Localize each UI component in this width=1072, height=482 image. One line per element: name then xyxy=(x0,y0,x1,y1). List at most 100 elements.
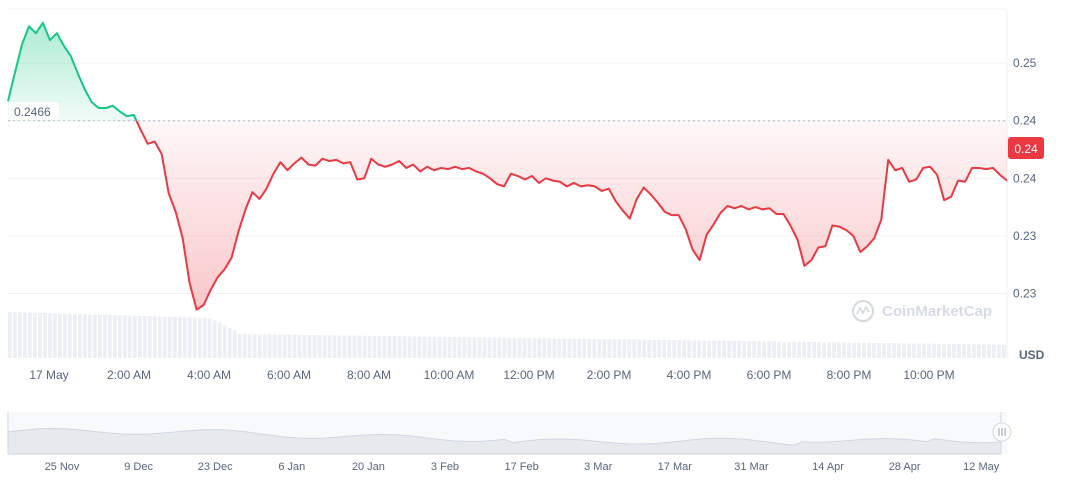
volume-bar xyxy=(532,338,537,358)
price-areas xyxy=(8,22,1007,310)
current-price-badge: 0.24 xyxy=(1008,137,1044,159)
navigator-tick-label: 17 Mar xyxy=(658,461,693,473)
volume-bar xyxy=(187,317,192,358)
volume-bar xyxy=(112,315,117,358)
volume-bar xyxy=(197,317,202,358)
volume-bar xyxy=(937,343,941,358)
volume-bar xyxy=(102,314,107,358)
volume-bar xyxy=(702,340,707,358)
navigator-x-axis: 25 Nov 9 Dec 23 Dec 6 Jan 20 Jan 3 Feb 17 Feb 3… xyxy=(45,461,1000,473)
volume-bar xyxy=(882,343,886,358)
volume-bar xyxy=(412,336,417,358)
volume-bar xyxy=(617,339,622,358)
volume-bar xyxy=(512,337,517,358)
volume-bar xyxy=(107,315,112,358)
volume-bar xyxy=(567,338,572,358)
volume-bar xyxy=(737,341,742,358)
volume-bar xyxy=(132,315,137,358)
reference-badge: 0.2466 xyxy=(9,102,59,120)
volume-bar xyxy=(57,313,62,358)
volume-bar xyxy=(772,341,777,358)
volume-bar xyxy=(837,342,841,358)
coinmarketcap-logo-icon xyxy=(851,299,875,323)
volume-bar xyxy=(477,337,482,358)
volume-bar xyxy=(777,341,782,358)
volume-bar xyxy=(637,339,642,358)
volume-bar xyxy=(292,334,297,358)
navigator-tick-label: 25 Nov xyxy=(45,461,80,473)
reference-value-label: 0.2466 xyxy=(14,105,51,119)
volume-bar xyxy=(497,337,502,358)
volume-bar xyxy=(242,334,247,358)
navigator-handle[interactable] xyxy=(992,422,1012,442)
price-line-down xyxy=(135,120,1008,311)
volume-bar xyxy=(902,343,906,358)
volume-bar xyxy=(757,341,762,358)
volume-bar xyxy=(562,338,567,358)
volume-bar xyxy=(622,339,627,358)
volume-bar xyxy=(712,340,717,358)
volume-bar xyxy=(162,316,167,358)
volume-bar xyxy=(507,337,512,358)
volume-bar xyxy=(447,336,452,358)
volume-bar xyxy=(667,340,672,358)
volume-bar xyxy=(632,339,637,358)
volume-bar xyxy=(297,334,302,358)
volume-bar xyxy=(967,344,971,358)
volume-bar xyxy=(892,343,896,358)
volume-bar xyxy=(862,342,866,358)
volume-bar xyxy=(822,342,826,358)
volume-bar xyxy=(452,337,457,358)
navigator-area xyxy=(7,427,1002,455)
volume-bar xyxy=(77,314,82,358)
volume-bar xyxy=(527,338,532,358)
volume-bar xyxy=(72,313,77,358)
x-tick-label: 6:00 AM xyxy=(267,368,311,382)
volume-bar xyxy=(812,342,816,358)
x-tick-label: 8:00 PM xyxy=(827,368,872,382)
volume-bar xyxy=(37,312,42,358)
volume-bar xyxy=(572,338,577,358)
navigator[interactable] xyxy=(7,412,1012,455)
navigator-tick-label: 14 Apr xyxy=(812,461,844,473)
volume-bar xyxy=(642,339,647,358)
volume-bar xyxy=(992,344,996,358)
volume-bar xyxy=(502,337,507,358)
volume-bar xyxy=(122,315,127,358)
volume-bar xyxy=(367,335,372,358)
volume-bar xyxy=(827,342,831,358)
volume-bar xyxy=(997,344,1001,358)
y-tick-label: 0.25 xyxy=(1013,56,1037,70)
volume-bar xyxy=(252,334,257,358)
volume-bar xyxy=(672,340,677,358)
volume-bar xyxy=(732,340,737,358)
navigator-tick-label: 28 Apr xyxy=(889,461,921,473)
volume-bar xyxy=(127,315,132,358)
volume-bar xyxy=(932,343,936,358)
volume-bar xyxy=(972,344,976,358)
volume-bar xyxy=(137,315,142,358)
volume-bar xyxy=(372,335,377,358)
navigator-tick-label: 20 Jan xyxy=(352,461,385,473)
x-axis: 17 May 2:00 AM 4:00 AM 6:00 AM 8:00 AM 10:00 … xyxy=(29,368,954,382)
volume-bar xyxy=(627,339,632,358)
navigator-tick-label: 12 May xyxy=(963,461,1000,473)
volume-bar xyxy=(912,343,916,358)
volume-bar xyxy=(332,335,337,358)
volume-bar xyxy=(472,337,477,358)
volume-bar xyxy=(377,335,382,358)
navigator-tick-label: 9 Dec xyxy=(124,461,153,473)
y-tick-label: 0.24 xyxy=(1013,171,1037,185)
volume-bar xyxy=(437,336,442,358)
volume-bar xyxy=(397,336,402,358)
volume-bar xyxy=(217,323,222,358)
volume-bar xyxy=(227,328,232,358)
volume-bar xyxy=(322,335,327,358)
volume-bar xyxy=(792,341,797,358)
volume-bar xyxy=(677,340,682,358)
volume-bar xyxy=(897,343,901,358)
volume-bar xyxy=(692,340,697,358)
volume-bar xyxy=(887,343,891,358)
navigator-tick-label: 3 Mar xyxy=(584,461,612,473)
